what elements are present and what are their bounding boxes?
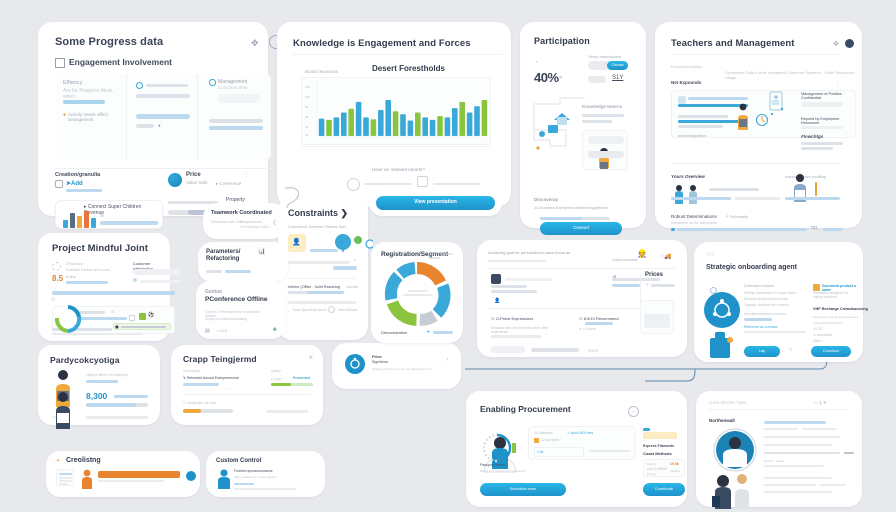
- svg-text:20: 20: [305, 133, 309, 137]
- svg-text:80: 80: [305, 105, 309, 109]
- svg-text:100: 100: [305, 95, 310, 99]
- svg-text:60: 60: [305, 115, 309, 119]
- svg-text:120: 120: [305, 85, 310, 89]
- svg-text:40: 40: [305, 125, 309, 129]
